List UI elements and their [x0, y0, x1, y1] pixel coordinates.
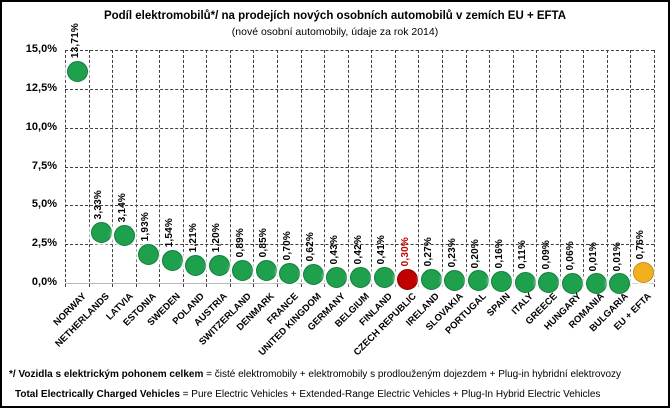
value-label-finland: 0,41%: [376, 235, 388, 265]
gridline-x-0: [65, 50, 66, 287]
y-axis-label-5: 5,0%: [31, 198, 57, 211]
value-label-italy: 0,11%: [517, 240, 529, 270]
gridline-x-13: [371, 50, 373, 287]
data-point-sweden: [161, 249, 183, 271]
y-axis-label-15: 15,0%: [25, 43, 57, 55]
value-label-netherlands: 3,33%: [93, 189, 105, 220]
gridline-x-15: [418, 50, 420, 287]
data-point-ireland: [420, 269, 442, 291]
data-point-greece: [538, 272, 560, 294]
data-point-bulgaria: [609, 273, 631, 295]
data-point-switzerland: [232, 259, 254, 281]
footnote-czech: */ Vozidla s elektrickým pohonem celkem …: [9, 369, 621, 380]
gridline-x-16: [441, 50, 443, 287]
y-axis-label-2-5: 2,5%: [31, 237, 57, 250]
gridline-x-6: [206, 50, 208, 287]
gridline-x-22: [583, 50, 585, 287]
value-label-greece: 0,09%: [540, 240, 552, 270]
data-point-portugal: [467, 270, 489, 292]
data-point-norway: [67, 60, 89, 82]
gridline-y-10: [65, 127, 654, 129]
gridline-x-21: [559, 50, 561, 287]
value-label-estonia: 1,93%: [140, 211, 152, 242]
value-label-latvia: 3,14%: [116, 192, 128, 223]
footnote-english-term: Total Electrically Charged Vehicles: [15, 389, 180, 400]
value-label-switzerland: 0,89%: [234, 227, 246, 258]
gridline-x-5: [182, 50, 184, 287]
gridline-x-14: [394, 50, 396, 287]
value-label-sweden: 1,54%: [164, 217, 176, 248]
gridline-x-8: [253, 50, 255, 287]
data-point-romania: [585, 273, 607, 295]
gridline-x-23: [606, 50, 608, 287]
gridline-x-2: [112, 50, 114, 287]
value-label-romania: 0,01%: [588, 241, 600, 271]
data-point-estonia: [137, 243, 159, 265]
gridline-x-17: [465, 50, 467, 287]
value-label-belgium: 0,42%: [352, 235, 364, 265]
value-label-poland: 1,21%: [187, 222, 199, 253]
value-label-bulgaria: 0,01%: [611, 241, 623, 271]
gridline-x-11: [324, 50, 326, 287]
data-point-hungary: [562, 272, 584, 294]
gridline-y-5: [65, 205, 654, 207]
value-label-austria: 1,20%: [211, 223, 223, 253]
gridline-x-7: [229, 50, 231, 287]
gridline-x-4: [159, 50, 161, 287]
data-point-poland: [185, 254, 207, 276]
gridline-x-18: [489, 50, 491, 287]
gridline-x-25: [654, 50, 655, 287]
data-point-austria: [208, 254, 230, 276]
value-label-denmark: 0,85%: [258, 228, 270, 258]
footnote-czech-definition: = čisté elektromobily + elektromobily s …: [203, 369, 622, 380]
value-label-spain: 0,16%: [493, 239, 505, 269]
y-axis-label-7-5: 7,5%: [31, 159, 57, 172]
footnote-english-definition: = Pure Electric Vehicles + Extended-Rang…: [179, 389, 601, 400]
value-label-portugal: 0,20%: [470, 238, 482, 268]
data-point-france: [279, 262, 301, 284]
gridline-y-15: [65, 50, 654, 51]
data-point-netherlands: [90, 221, 112, 243]
gridline-y-2-5: [65, 244, 654, 246]
value-label-united-kingdom: 0,62%: [305, 232, 317, 262]
value-label-germany: 0,43%: [328, 234, 340, 265]
gridline-x-20: [536, 50, 538, 287]
data-point-latvia: [114, 224, 136, 246]
data-point-germany: [326, 266, 348, 288]
chart-subtitle: (nové osobní automobily, údaje za rok 20…: [231, 26, 439, 38]
gridline-y-12-5: [65, 88, 654, 90]
footnote-english: Total Electrically Charged Vehicles = Pu…: [15, 389, 600, 400]
value-label-france: 0,70%: [281, 230, 293, 261]
data-point-finland: [373, 267, 395, 289]
y-axis-label-0: 0,0%: [31, 276, 57, 288]
footnote-czech-term: */ Vozidla s elektrickým pohonem celkem: [9, 369, 204, 380]
chart-title: Podíl elektromobilů*/ na prodejích novýc…: [103, 10, 567, 22]
y-axis-label-12-5: 12,5%: [25, 81, 57, 94]
value-label-hungary: 0,06%: [564, 240, 576, 271]
data-point-denmark: [255, 260, 277, 282]
data-point-spain: [491, 271, 513, 292]
value-label-eu-efta: 0,76%: [635, 229, 647, 260]
value-label-slovakia: 0,23%: [446, 238, 458, 268]
data-point-united-kingdom: [302, 263, 324, 285]
gridline-x-24: [630, 50, 632, 287]
data-point-czech-republic: [397, 268, 419, 290]
data-point-eu-efta: [632, 261, 654, 283]
data-point-slovakia: [444, 269, 466, 291]
value-label-czech-republic: 0,30%: [399, 236, 411, 267]
gridline-x-3: [135, 50, 137, 287]
gridline-x-12: [347, 50, 349, 287]
gridline-x-19: [512, 50, 514, 287]
gridline-x-10: [300, 50, 302, 287]
value-label-norway: 13,71%: [69, 22, 81, 59]
gridline-x-1: [88, 50, 90, 287]
y-axis-label-10: 10,0%: [25, 120, 57, 133]
data-point-italy: [514, 271, 536, 293]
data-point-belgium: [350, 266, 371, 288]
gridline-y-7-5: [65, 166, 654, 168]
value-label-ireland: 0,27%: [423, 237, 435, 267]
gridline-x-9: [277, 50, 279, 287]
plot-area: 0,0% 2,5% 5,0% 7,5% 10,0% 12,5% 15,0% 13,71% NOR…: [26, 23, 655, 358]
